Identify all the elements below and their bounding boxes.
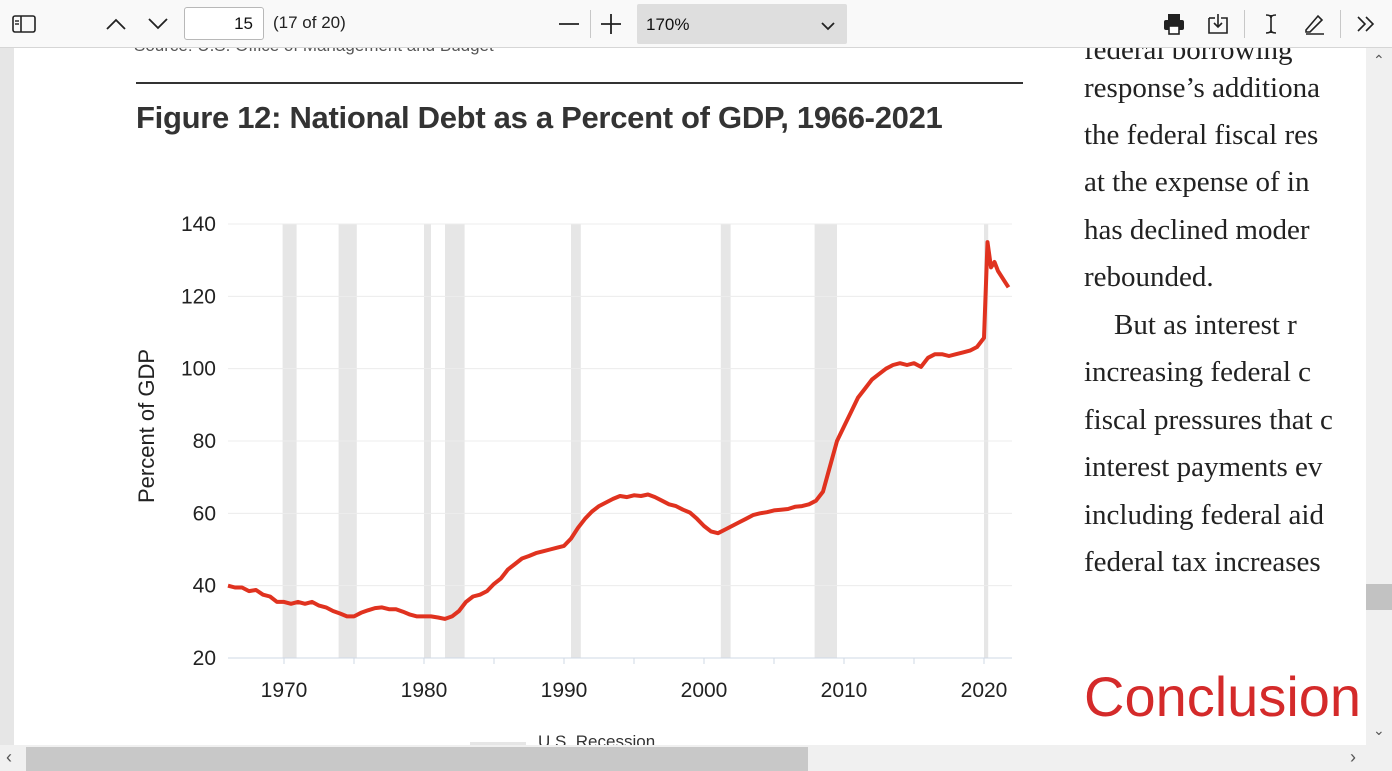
x-tick-label: 2020	[961, 679, 1008, 702]
body-text-line: federal tax increases	[1084, 546, 1321, 578]
y-tick-label: 40	[193, 575, 216, 598]
section-heading-conclusion: Conclusion	[1084, 665, 1362, 728]
body-text-line: including federal aid	[1084, 499, 1324, 531]
body-text-line: at the expense of in	[1084, 166, 1310, 198]
x-tick-label: 1980	[401, 679, 448, 702]
more-tools-icon[interactable]	[1352, 11, 1380, 37]
body-text-line: federal borrowing	[1084, 48, 1293, 66]
divider	[136, 82, 1023, 84]
body-text-line: fiscal pressures that c	[1084, 404, 1333, 436]
divider	[1244, 10, 1245, 38]
body-text-line: rebounded.	[1084, 261, 1214, 293]
divider	[1340, 10, 1341, 38]
x-tick-label: 1970	[261, 679, 308, 702]
y-axis-label: Percent of GDP	[134, 349, 159, 503]
pdf-page: Source: U.S. Office of Management and Bu…	[14, 48, 1366, 745]
text-cursor-icon[interactable]	[1258, 11, 1284, 37]
debt-chart: 20 40 60 80 100 120 140 1970 1980 1990 2000 2010 20…	[134, 213, 1012, 702]
body-text-column: federal borrowing response’s additiona the…	[1084, 48, 1366, 745]
body-text-line: interest payments ev	[1084, 451, 1323, 483]
scroll-left-icon[interactable]: ‹	[6, 747, 12, 767]
x-axis-ticks: 1970 1980 1990 2000 2010 2020	[261, 658, 1008, 702]
y-tick-label: 100	[181, 358, 216, 381]
sidebar-icon[interactable]	[10, 12, 38, 36]
pdf-toolbar: (17 of 20) 170%	[0, 0, 1392, 48]
page-count-label: (17 of 20)	[273, 13, 346, 32]
body-text-line: has declined moder	[1084, 214, 1310, 246]
vertical-scroll-thumb[interactable]	[1366, 584, 1392, 610]
chevron-down-icon	[821, 18, 835, 36]
zoom-value: 170%	[646, 15, 690, 34]
x-tick-label: 1990	[541, 679, 588, 702]
body-text-line: the federal fiscal res	[1084, 119, 1319, 151]
y-tick-label: 20	[193, 647, 216, 670]
horizontal-scrollbar[interactable]: ‹ ›	[0, 745, 1392, 771]
chevron-up-icon[interactable]	[102, 12, 130, 36]
legend-swatch-recession	[470, 742, 526, 745]
body-text-line: But as interest r	[1114, 309, 1297, 341]
horizontal-scroll-thumb[interactable]	[26, 747, 808, 771]
zoom-select[interactable]: 170%	[637, 4, 847, 44]
divider	[590, 10, 591, 38]
x-tick-label: 2010	[821, 679, 868, 702]
zoom-out-icon[interactable]	[556, 12, 582, 36]
source-line: Source: U.S. Office of Management and Bu…	[134, 48, 494, 56]
zoom-in-icon[interactable]	[598, 12, 624, 36]
y-tick-label: 120	[181, 285, 216, 308]
body-text-line: response’s additiona	[1084, 72, 1320, 104]
gridlines	[228, 223, 1012, 659]
page-number-input[interactable]	[184, 7, 264, 40]
scroll-down-icon[interactable]: ⌄	[1373, 722, 1385, 738]
scroll-up-icon[interactable]: ⌃	[1373, 52, 1385, 68]
body-text-line: increasing federal c	[1084, 356, 1312, 388]
scroll-right-icon[interactable]: ›	[1350, 747, 1356, 767]
figure-title: Figure 12: National Debt as a Percent of…	[136, 100, 943, 135]
series-line	[227, 240, 1011, 621]
y-tick-label: 80	[193, 430, 216, 453]
print-icon[interactable]	[1160, 11, 1188, 37]
y-axis-ticks: 20 40 60 80 100 120 140	[181, 213, 216, 670]
draw-icon[interactable]	[1300, 11, 1328, 37]
vertical-scrollbar[interactable]: ⌃ ⌄	[1366, 48, 1392, 745]
save-icon[interactable]	[1204, 11, 1232, 37]
y-tick-label: 60	[193, 502, 216, 525]
x-tick-label: 2000	[681, 679, 728, 702]
y-tick-label: 140	[181, 213, 216, 236]
legend-label-recession: U.S. Recession	[538, 732, 656, 745]
chevron-down-icon[interactable]	[144, 12, 172, 36]
